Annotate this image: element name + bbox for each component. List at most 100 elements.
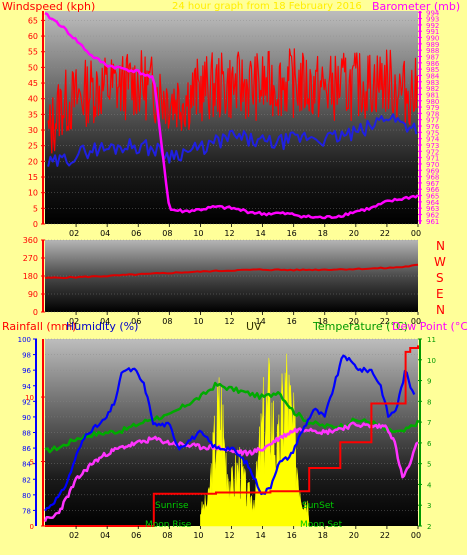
barometer-tick-label: 993 xyxy=(426,16,439,24)
rain-tick-label: 5 xyxy=(30,459,34,467)
barometer-tick-label: 986 xyxy=(426,60,440,68)
humidity-tick-label: 80 xyxy=(22,492,31,500)
sunset-annotation: SunSet xyxy=(302,501,334,511)
barometer-tick-label: 992 xyxy=(426,22,439,30)
wind-x-tick-label: 06 xyxy=(131,229,141,238)
rain-tick-label: 0 xyxy=(30,523,34,531)
wind-tick-label: 50 xyxy=(28,63,38,72)
barometer-tick-label: 963 xyxy=(426,205,439,213)
barometer-tick-label: 983 xyxy=(426,79,439,87)
wind-average-line xyxy=(47,113,418,167)
barometer-tick-label: 964 xyxy=(426,199,440,207)
wind-x-tick-label: 22 xyxy=(380,229,390,238)
temperature-x-tick-label: 18 xyxy=(318,531,328,540)
barometer-tick-label: 989 xyxy=(426,41,439,49)
temperature-tick-label: 11 xyxy=(427,336,436,344)
barometer-tick-label: 985 xyxy=(426,66,439,74)
barometer-tick-label: 971 xyxy=(426,155,439,163)
barometer-line xyxy=(44,11,419,220)
wind-tick-label: 20 xyxy=(28,157,38,166)
direction-label-n-top: N xyxy=(436,239,445,253)
temperature-tick-label: 10 xyxy=(427,357,436,365)
humidity-tick-label: 94 xyxy=(22,383,31,391)
barometer-tick-label: 974 xyxy=(426,136,440,144)
barometer-tick-label: 987 xyxy=(426,54,439,62)
barometer-tick-label: 970 xyxy=(426,161,439,169)
direction-x-tick-label: 20 xyxy=(349,317,359,326)
direction-x-tick-label: 06 xyxy=(131,317,141,326)
direction-x-tick-label: 18 xyxy=(318,317,328,326)
wind-tick-label: 40 xyxy=(28,95,38,104)
temperature-tick-label: 3 xyxy=(427,502,431,510)
temperature-x-tick-label: 02 xyxy=(69,531,79,540)
temperature-tick-label: 4 xyxy=(427,481,432,489)
wind-x-tick-label: 04 xyxy=(100,229,110,238)
humidity-tick-label: 82 xyxy=(22,476,31,484)
direction-x-tick-label: 22 xyxy=(380,317,390,326)
wind-tick-label: 25 xyxy=(28,142,38,151)
temperature-x-tick-label: 14 xyxy=(255,531,265,540)
barometer-tick-label: 977 xyxy=(426,117,439,125)
direction-x-tick-label: 12 xyxy=(224,317,234,326)
wind-x-tick-label: 20 xyxy=(349,229,359,238)
humidity-line xyxy=(44,354,416,512)
barometer-tick-label: 967 xyxy=(426,180,439,188)
wind-x-tick-label: 14 xyxy=(255,229,265,238)
wind-tick-label: 60 xyxy=(28,32,38,41)
moonset-annotation: Moon Set xyxy=(300,520,343,530)
wind-x-tick-label: 02 xyxy=(69,229,79,238)
humidity-tick-label: 96 xyxy=(22,367,31,375)
barometer-tick-label: 981 xyxy=(426,91,439,99)
wind-x-tick-label: 12 xyxy=(224,229,234,238)
direction-label-e: E xyxy=(436,287,444,301)
dewpoint-axis-label: Dew Point (°C) xyxy=(392,320,467,333)
barometer-tick-label: 976 xyxy=(426,123,440,131)
temperature-x-tick-label: 08 xyxy=(162,531,172,540)
barometer-tick-label: 975 xyxy=(426,129,439,137)
temperature-tick-label: 9 xyxy=(427,378,431,386)
dewpoint-line xyxy=(43,421,419,523)
temperature-x-tick-label: 16 xyxy=(287,531,297,540)
temperature-x-tick-label: 00 xyxy=(411,531,421,540)
uv-label: UV xyxy=(246,320,262,333)
temperature-tick-label: 5 xyxy=(427,461,431,469)
wind-tick-label: 35 xyxy=(28,110,38,119)
wind-x-tick-label: 10 xyxy=(193,229,203,238)
direction-tick-label: 90 xyxy=(28,290,38,299)
wind-tick-label: 45 xyxy=(28,79,38,88)
direction-tick-label: 0 xyxy=(33,308,38,317)
wind-gust-line xyxy=(47,48,418,154)
direction-tick-label: 360 xyxy=(23,236,38,245)
direction-x-tick-label: 08 xyxy=(162,317,172,326)
barometer-tick-label: 966 xyxy=(426,186,440,194)
temperature-tick-label: 8 xyxy=(427,398,431,406)
wind-tick-label: 30 xyxy=(28,126,38,135)
barometer-tick-label: 982 xyxy=(426,85,439,93)
wind-tick-label: 15 xyxy=(28,173,38,182)
direction-label-w: W xyxy=(434,255,446,269)
temperature-x-tick-label: 06 xyxy=(131,531,141,540)
direction-x-tick-label: 04 xyxy=(100,317,110,326)
humidity-tick-label: 86 xyxy=(22,445,31,453)
barometer-tick-label: 994 xyxy=(426,9,440,17)
graph-title: 24 hour graph from 18 February 2016 xyxy=(172,1,362,12)
direction-x-tick-label: 02 xyxy=(69,317,79,326)
wind-tick-label: 5 xyxy=(33,204,38,213)
barometer-tick-label: 965 xyxy=(426,193,439,201)
wind-x-tick-label: 18 xyxy=(318,229,328,238)
barometer-tick-label: 973 xyxy=(426,142,439,150)
chart-marks xyxy=(43,11,420,527)
barometer-tick-label: 988 xyxy=(426,47,439,55)
barometer-tick-label: 978 xyxy=(426,110,439,118)
barometer-tick-label: 979 xyxy=(426,104,439,112)
rainfall-axis-label: Rainfall (mm) xyxy=(2,320,77,333)
wind-x-tick-label: 16 xyxy=(287,229,297,238)
humidity-tick-label: 90 xyxy=(22,414,31,422)
barometer-tick-label: 968 xyxy=(426,174,439,182)
windspeed-axis-label: Windspeed (kph) xyxy=(2,0,96,13)
temperature-x-tick-label: 22 xyxy=(380,531,390,540)
direction-label-s: S xyxy=(436,271,444,285)
barometer-tick-label: 980 xyxy=(426,98,439,106)
direction-x-tick-label: 10 xyxy=(193,317,203,326)
